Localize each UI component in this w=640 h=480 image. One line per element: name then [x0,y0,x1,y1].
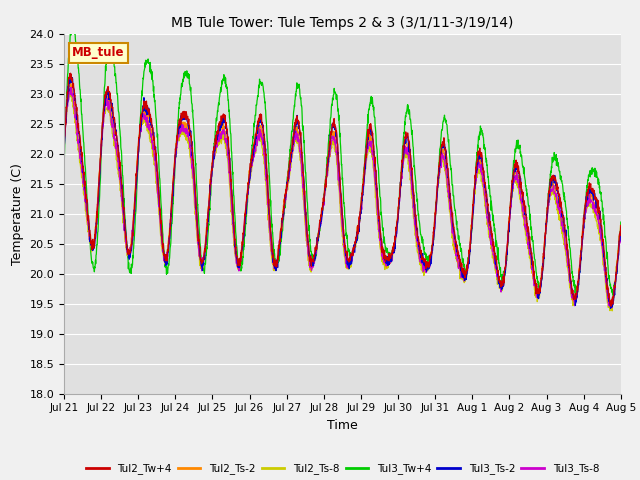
Y-axis label: Temperature (C): Temperature (C) [11,163,24,264]
Title: MB Tule Tower: Tule Temps 2 & 3 (3/1/11-3/19/14): MB Tule Tower: Tule Temps 2 & 3 (3/1/11-… [172,16,513,30]
Legend: Tul2_Tw+4, Tul2_Ts-2, Tul2_Ts-8, Tul3_Tw+4, Tul3_Ts-2, Tul3_Ts-8: Tul2_Tw+4, Tul2_Ts-2, Tul2_Ts-8, Tul3_Tw… [81,459,604,479]
X-axis label: Time: Time [327,419,358,432]
Text: MB_tule: MB_tule [72,46,125,59]
